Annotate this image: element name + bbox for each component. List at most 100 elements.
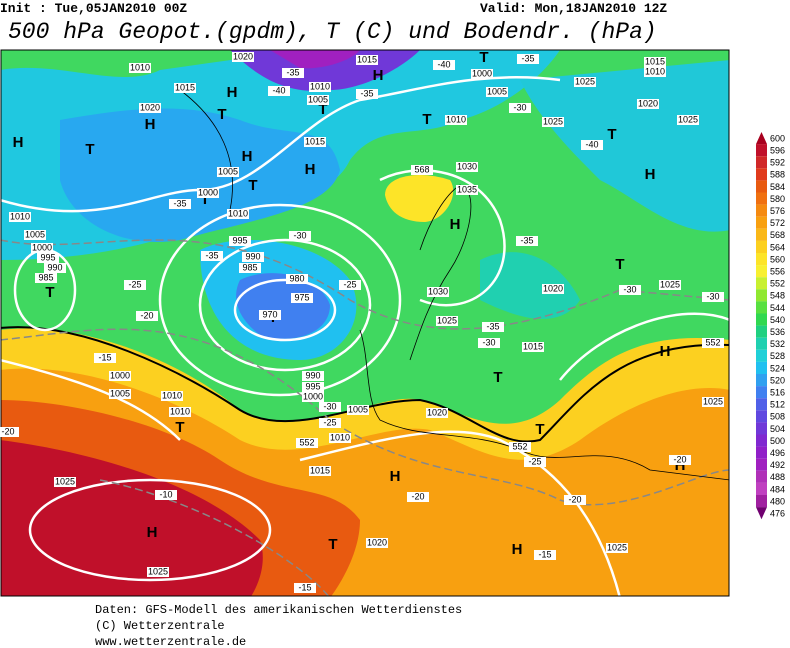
temperature-label-box	[407, 492, 429, 502]
colorbar-swatch	[756, 253, 767, 266]
temperature-label-box	[294, 583, 316, 593]
isobar-label-box	[9, 212, 31, 222]
init-time: Init : Tue,05JAN2010 00Z	[0, 1, 187, 16]
isobar-label: 1020	[367, 537, 387, 547]
isobar-label-box	[347, 405, 369, 415]
pressure-center: T	[217, 106, 226, 123]
isobar-label-box	[644, 57, 666, 67]
isobar-label: 995	[232, 235, 247, 245]
footer-line: (C) Wetterzentrale	[95, 619, 225, 633]
isobars	[1, 76, 729, 596]
isobar-label: 1005	[218, 166, 238, 176]
pressure-center: T	[318, 101, 327, 118]
isobar-label: 1035	[457, 184, 477, 194]
colorbar-swatch	[756, 192, 767, 205]
isobar-label-box	[637, 99, 659, 109]
colorbar-swatch	[756, 156, 767, 169]
colorbar-label: 572	[770, 218, 785, 228]
temperature-label: -40	[585, 139, 598, 149]
colorbar-label: 592	[770, 158, 785, 168]
temperature-label-box	[201, 251, 223, 261]
isobar-label: 985	[242, 262, 257, 272]
temperature-label: -30	[482, 337, 495, 347]
temperature-label: -30	[323, 401, 336, 411]
isobar-label-box	[304, 137, 326, 147]
isobar-label-box	[197, 188, 219, 198]
valid-time: Valid: Mon,18JAN2010 12Z	[480, 1, 667, 16]
temperature-label: -30	[293, 230, 306, 240]
isobar-label: 1015	[523, 341, 543, 351]
colorbar-swatch	[756, 240, 767, 253]
temperature-label: -30	[623, 284, 636, 294]
temperature-label-box	[319, 418, 341, 428]
colorbar-label: 476	[770, 509, 785, 519]
isobar-label-box	[366, 538, 388, 548]
pressure-center: H	[390, 468, 401, 485]
colorbar-swatch	[756, 144, 767, 157]
temperature-label: -35	[520, 235, 533, 245]
pressure-center: T	[328, 536, 337, 553]
isobar-label-box	[644, 67, 666, 77]
isobar-label-box	[217, 167, 239, 177]
isobar-label-box	[574, 77, 596, 87]
colorbar-swatch	[756, 422, 767, 435]
isobar-label-box	[542, 284, 564, 294]
colorbar-swatch	[756, 470, 767, 483]
contour-label: 568	[414, 164, 429, 174]
isobar-label: 975	[294, 292, 309, 302]
colorbar-label: 552	[770, 279, 785, 289]
isobar-label-box	[54, 477, 76, 487]
temperature-label-box	[478, 338, 500, 348]
isobar-label: 1010	[228, 208, 248, 218]
pressure-center: T	[200, 191, 209, 208]
temperature-label: -35	[205, 250, 218, 260]
colorbar-swatch	[756, 386, 767, 399]
isobar-label: 1025	[678, 114, 698, 124]
isobar-label-box	[44, 263, 66, 273]
pressure-center: H	[660, 343, 671, 360]
temperature-label: -35	[173, 198, 186, 208]
colorbar-label: 544	[770, 303, 785, 313]
colorbar-label: 580	[770, 194, 785, 204]
pressure-center: H	[645, 166, 656, 183]
map-frame	[0, 49, 730, 597]
isobar-label-box	[436, 316, 458, 326]
colorbar-swatch	[756, 458, 767, 471]
isobar-label: 1005	[348, 404, 368, 414]
isobar-label: 1010	[645, 66, 665, 76]
pressure-center: T	[248, 177, 257, 194]
temperature-label: -40	[437, 59, 450, 69]
pressure-center: H	[512, 541, 523, 558]
colorbar-label: 492	[770, 460, 785, 470]
colorbar-swatch	[756, 168, 767, 181]
colorbar-swatch	[756, 277, 767, 290]
isobar-label-box	[471, 69, 493, 79]
temperature-label: -35	[360, 88, 373, 98]
isobar-label-box	[659, 280, 681, 290]
isotherms	[1, 239, 729, 596]
colorbar-label: 568	[770, 230, 785, 240]
isobar-label: 1005	[25, 229, 45, 239]
isobar-label-box	[229, 236, 251, 246]
temperature-label: -20	[673, 454, 686, 464]
temperature-label-box	[564, 495, 586, 505]
isobar-label-box	[606, 543, 628, 553]
isobar-label-box	[31, 243, 53, 253]
isobar-label: 1030	[428, 286, 448, 296]
isobar-label-box	[242, 252, 264, 262]
colorbar-swatch	[756, 301, 767, 314]
isobar-label: 1025	[575, 76, 595, 86]
isobar-label: 1015	[310, 465, 330, 475]
contour-label: 552	[705, 337, 720, 347]
isobar-label-box	[456, 185, 478, 195]
isobar-label: 990	[47, 262, 62, 272]
colorbar-label: 576	[770, 206, 785, 216]
isobar-label: 1010	[10, 211, 30, 221]
temperature-label-box	[289, 231, 311, 241]
isobar-label: 1005	[110, 388, 130, 398]
colorbar-label: 588	[770, 170, 785, 180]
isobar-label-box	[174, 83, 196, 93]
isobar-label: 1005	[487, 86, 507, 96]
